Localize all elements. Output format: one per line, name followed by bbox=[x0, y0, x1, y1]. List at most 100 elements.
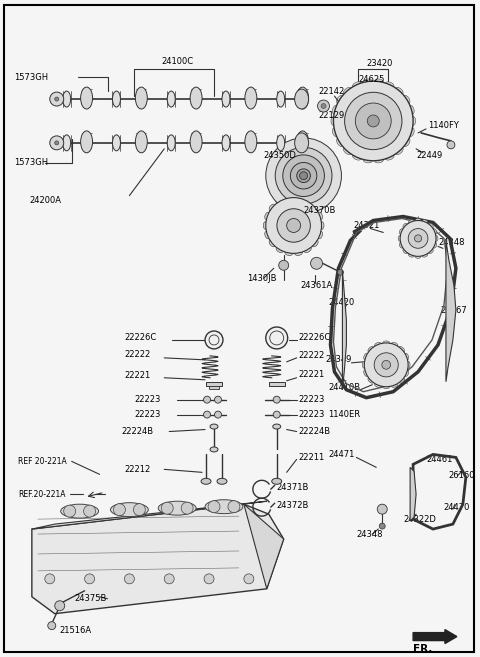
Text: 22226C: 22226C bbox=[124, 334, 156, 342]
Circle shape bbox=[400, 221, 436, 256]
Ellipse shape bbox=[415, 254, 421, 258]
Text: 23420: 23420 bbox=[366, 58, 393, 68]
FancyArrow shape bbox=[413, 629, 457, 644]
Text: 24625: 24625 bbox=[359, 75, 385, 83]
Circle shape bbox=[215, 411, 221, 418]
Circle shape bbox=[133, 504, 145, 516]
Text: 24349: 24349 bbox=[325, 355, 352, 365]
Ellipse shape bbox=[297, 131, 309, 153]
Text: 22223: 22223 bbox=[299, 410, 325, 419]
Text: 24370B: 24370B bbox=[304, 206, 336, 215]
Ellipse shape bbox=[396, 148, 403, 154]
Text: 22222: 22222 bbox=[299, 351, 325, 361]
Text: 24348: 24348 bbox=[356, 530, 383, 539]
Ellipse shape bbox=[399, 346, 405, 352]
Ellipse shape bbox=[331, 116, 336, 125]
Circle shape bbox=[270, 331, 284, 345]
Ellipse shape bbox=[352, 82, 361, 87]
Circle shape bbox=[161, 502, 173, 514]
Circle shape bbox=[204, 396, 211, 403]
Ellipse shape bbox=[110, 503, 148, 516]
Ellipse shape bbox=[409, 128, 414, 137]
Text: 21516A: 21516A bbox=[60, 626, 92, 635]
Circle shape bbox=[55, 600, 65, 611]
Circle shape bbox=[50, 92, 64, 106]
Ellipse shape bbox=[285, 196, 293, 200]
Ellipse shape bbox=[344, 148, 351, 154]
Ellipse shape bbox=[383, 341, 390, 345]
Ellipse shape bbox=[245, 131, 257, 153]
Text: 24371B: 24371B bbox=[277, 483, 309, 492]
Circle shape bbox=[277, 209, 311, 242]
Polygon shape bbox=[32, 501, 267, 529]
Circle shape bbox=[334, 81, 413, 161]
Ellipse shape bbox=[158, 501, 196, 515]
Ellipse shape bbox=[295, 89, 309, 109]
Ellipse shape bbox=[363, 158, 372, 163]
Ellipse shape bbox=[391, 342, 398, 347]
Ellipse shape bbox=[135, 131, 147, 153]
Text: 24375B: 24375B bbox=[75, 594, 107, 603]
Ellipse shape bbox=[374, 79, 384, 84]
Ellipse shape bbox=[245, 87, 257, 109]
Ellipse shape bbox=[319, 221, 324, 229]
Ellipse shape bbox=[167, 91, 175, 107]
Ellipse shape bbox=[63, 135, 71, 151]
Ellipse shape bbox=[404, 353, 409, 360]
Ellipse shape bbox=[408, 253, 414, 257]
Ellipse shape bbox=[312, 240, 318, 247]
Text: 23367: 23367 bbox=[440, 306, 467, 315]
Ellipse shape bbox=[408, 219, 414, 224]
Circle shape bbox=[48, 622, 56, 629]
Circle shape bbox=[355, 103, 391, 139]
Circle shape bbox=[382, 361, 391, 369]
Text: 24348: 24348 bbox=[438, 238, 465, 247]
Circle shape bbox=[321, 104, 326, 108]
Text: 22223: 22223 bbox=[134, 395, 161, 404]
Ellipse shape bbox=[63, 91, 71, 107]
Ellipse shape bbox=[297, 87, 309, 109]
Text: 26160: 26160 bbox=[448, 471, 474, 480]
Ellipse shape bbox=[410, 116, 416, 125]
Ellipse shape bbox=[135, 87, 147, 109]
Bar bbox=[206, 382, 222, 386]
Circle shape bbox=[204, 411, 211, 418]
Ellipse shape bbox=[399, 378, 405, 383]
Ellipse shape bbox=[210, 447, 218, 452]
Ellipse shape bbox=[222, 135, 230, 151]
Text: 22224B: 22224B bbox=[121, 427, 154, 436]
Circle shape bbox=[273, 411, 280, 418]
Ellipse shape bbox=[167, 135, 175, 151]
Circle shape bbox=[275, 147, 332, 204]
Ellipse shape bbox=[352, 154, 361, 160]
Ellipse shape bbox=[403, 248, 408, 254]
Text: 24350D: 24350D bbox=[264, 151, 297, 160]
Circle shape bbox=[181, 502, 193, 514]
Ellipse shape bbox=[415, 219, 421, 223]
Circle shape bbox=[45, 574, 55, 584]
Polygon shape bbox=[32, 504, 284, 614]
Ellipse shape bbox=[403, 223, 408, 228]
Text: 24471: 24471 bbox=[328, 450, 355, 459]
Circle shape bbox=[228, 501, 240, 512]
Ellipse shape bbox=[336, 95, 343, 103]
Circle shape bbox=[208, 501, 220, 512]
Ellipse shape bbox=[269, 204, 276, 211]
Circle shape bbox=[290, 162, 317, 189]
Text: 24410B: 24410B bbox=[328, 383, 360, 392]
Ellipse shape bbox=[368, 378, 373, 383]
Text: 22449: 22449 bbox=[416, 151, 443, 160]
Ellipse shape bbox=[285, 250, 293, 256]
Text: 22223: 22223 bbox=[134, 410, 161, 419]
Text: 22129: 22129 bbox=[319, 112, 345, 120]
Text: 1573GH: 1573GH bbox=[14, 73, 48, 81]
Ellipse shape bbox=[364, 353, 368, 360]
Circle shape bbox=[367, 115, 379, 127]
Ellipse shape bbox=[295, 133, 309, 153]
Ellipse shape bbox=[344, 87, 351, 95]
Circle shape bbox=[266, 138, 341, 214]
Ellipse shape bbox=[277, 91, 285, 107]
Ellipse shape bbox=[264, 221, 268, 229]
Ellipse shape bbox=[277, 135, 285, 151]
Ellipse shape bbox=[428, 248, 433, 254]
